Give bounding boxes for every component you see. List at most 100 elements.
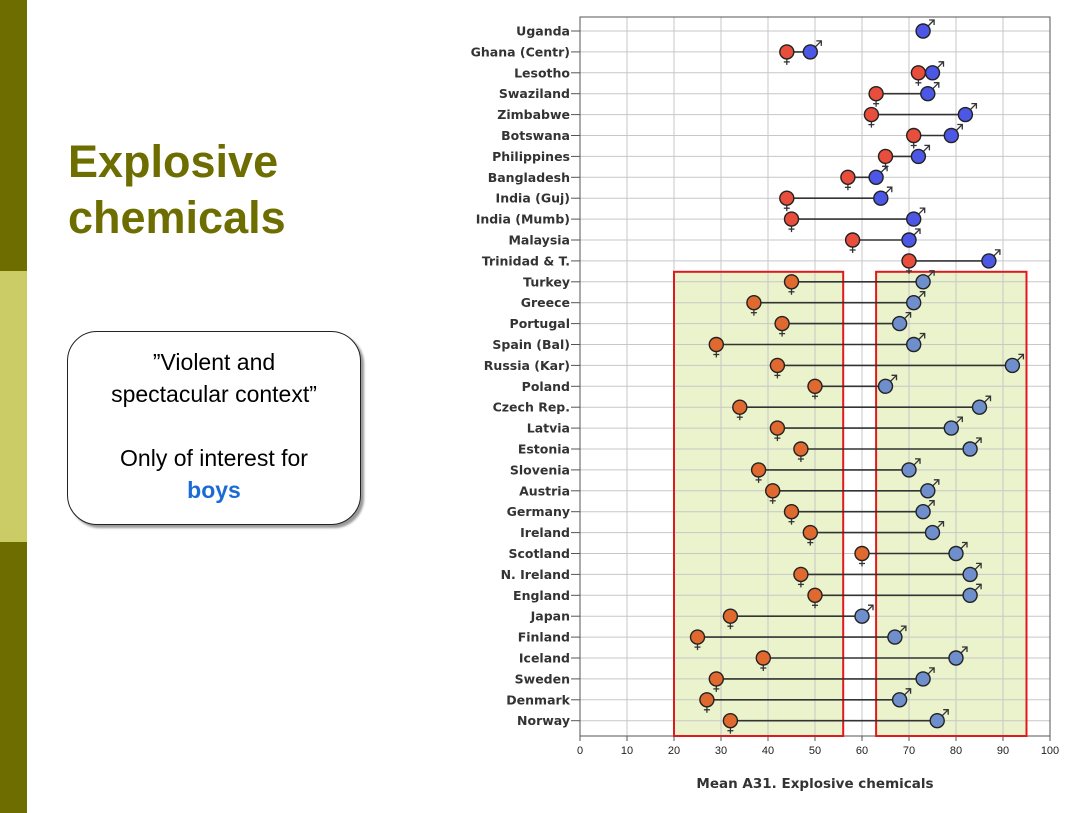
girls-point [783,274,800,290]
country-label: Lesotho [514,65,570,80]
x-tick-label: 40 [762,745,774,757]
x-tick-label: 30 [715,745,727,757]
country-row: Austria [519,479,940,504]
male-symbol-arrow [891,374,898,381]
male-symbol-arrow [994,249,1001,255]
country-row: Czech Rep. [493,395,992,421]
boys-point [873,190,889,206]
boys-point [924,524,941,541]
boys-point [981,253,997,269]
sidebar-segment-middle [0,271,27,542]
male-symbol-arrow [929,270,935,276]
boys-point [854,608,870,624]
country-label: N. Ireland [501,567,570,582]
girls-point [807,587,823,603]
country-label: Malaysia [508,233,570,248]
country-row: Latvia [527,416,963,442]
boys-point [971,399,988,415]
male-symbol-arrow [933,479,940,485]
country-label: Latvia [527,421,570,436]
country-row: Greece [521,291,926,316]
country-row: Ghana (Centr) [471,40,822,65]
girls-point [765,483,781,499]
male-symbol-arrow [929,500,935,506]
girls-point [840,169,856,186]
country-row: Uganda [516,19,935,39]
girls-point [783,211,800,227]
girls-point [779,44,795,60]
boys-point [901,232,917,248]
male-symbol-arrow [900,625,907,632]
male-symbol-arrow [957,416,963,423]
country-label: Czech Rep. [493,400,570,415]
boys-point [915,504,931,520]
country-row: Russia (Kar) [484,353,1025,379]
boys-point [943,127,959,144]
male-symbol-arrow [919,207,926,214]
girls-point [793,441,809,457]
girls-point [854,545,870,562]
country-label: Austria [519,483,570,498]
note-line-1: ”Violent and [152,349,276,375]
boys-point [920,483,936,499]
country-row: Swaziland [499,82,940,107]
country-label: India (Guj) [496,191,570,206]
girls-point [769,357,786,374]
sidebar-bar [0,0,27,813]
highlight-border-1 [673,270,845,737]
country-label: Spain (Bal) [492,337,570,352]
slide-title: Explosive chemicals [68,134,388,246]
male-symbol-arrow [929,667,935,673]
country-row: Finland [518,625,907,651]
country-label: Ireland [520,525,570,540]
girls-point [746,295,762,311]
country-label: Portugal [510,316,570,331]
country-row: Turkey [523,270,935,295]
boys-point [891,692,908,708]
country-row: Portugal [510,311,912,337]
country-row: Lesotho [514,61,945,86]
country-label: Norway [517,713,570,728]
male-symbol-arrow [962,541,968,548]
male-symbol-arrow [886,186,893,193]
male-symbol-arrow [976,583,982,590]
country-row: Ireland [520,520,945,546]
x-tick-label: 70 [903,745,915,757]
girls-point [689,629,706,645]
title-line-2: chemicals [68,192,286,243]
boys-point [802,44,818,60]
boys-point [1004,357,1021,374]
male-symbol-arrow [938,520,945,527]
x-tick-label: 60 [856,745,868,757]
country-label: Finland [518,630,570,645]
country-label: Slovenia [510,462,570,477]
male-symbol-arrow [985,395,992,402]
male-symbol-arrow [924,144,931,151]
note-highlight-boys: boys [187,477,241,503]
country-label: Sweden [515,671,570,686]
girls-point [793,566,809,583]
male-symbol-arrow [971,102,978,109]
country-label: Japan [530,609,570,624]
boys-point [943,420,959,436]
highlight-border-2 [875,270,1028,737]
highlight-region-2 [876,271,1027,736]
country-label: Zimbabwe [497,107,570,122]
girls-point [774,315,790,332]
male-symbol-arrow [1018,353,1025,360]
boys-point [868,169,884,186]
girls-point [863,106,880,123]
country-label: India (Mumb) [476,212,570,227]
sidebar-segment-top [0,0,27,271]
country-label: Estonia [518,442,570,457]
note-box: ”Violent and spectacular context” Only o… [67,331,361,525]
boys-point [915,671,931,687]
country-label: Russia (Kar) [484,358,570,373]
country-row: Botswana [501,123,963,149]
country-row: Estonia [518,437,982,462]
male-symbol-arrow [976,562,982,569]
country-label: Greece [521,295,570,310]
country-label: Trinidad & T. [482,253,570,268]
male-symbol-arrow [882,165,888,172]
country-row: Spain (Bal) [492,332,926,358]
